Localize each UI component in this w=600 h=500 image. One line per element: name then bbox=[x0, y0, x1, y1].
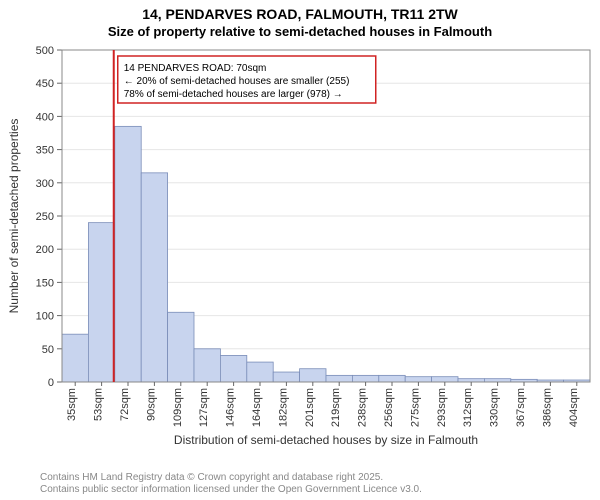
x-tick-label: 386sqm bbox=[541, 388, 553, 427]
x-tick-label: 109sqm bbox=[172, 388, 184, 427]
svg-text:300: 300 bbox=[36, 178, 54, 190]
x-tick-label: 90sqm bbox=[145, 388, 157, 421]
x-tick-label: 72sqm bbox=[119, 388, 131, 421]
x-tick-label: 238sqm bbox=[357, 388, 369, 427]
svg-text:0: 0 bbox=[48, 377, 54, 389]
x-tick-label: 219sqm bbox=[330, 388, 342, 427]
x-tick-label: 201sqm bbox=[304, 388, 316, 427]
chart-title-line2: Size of property relative to semi-detach… bbox=[0, 24, 600, 40]
attribution-footer: Contains HM Land Registry data © Crown c… bbox=[40, 472, 422, 496]
x-tick-label: 330sqm bbox=[489, 388, 501, 427]
svg-text:100: 100 bbox=[36, 311, 54, 323]
chart-title-block: 14, PENDARVES ROAD, FALMOUTH, TR11 2TW S… bbox=[0, 0, 600, 40]
x-tick-label: 146sqm bbox=[225, 388, 237, 427]
chart-container: 0 50 100 150 200 250 300 350 400 450 500 35sqm 53sqm… bbox=[0, 42, 600, 456]
callout-line: 14 PENDARVES ROAD: 70sqm bbox=[124, 63, 267, 74]
x-tick-label: 404sqm bbox=[568, 388, 580, 427]
x-tick-label: 312sqm bbox=[462, 388, 474, 427]
svg-text:450: 450 bbox=[36, 78, 54, 90]
chart-title-line1: 14, PENDARVES ROAD, FALMOUTH, TR11 2TW bbox=[0, 6, 600, 24]
chart-svg: 0 50 100 150 200 250 300 350 400 450 500 35sqm 53sqm… bbox=[0, 42, 600, 456]
svg-text:500: 500 bbox=[36, 45, 54, 57]
x-tick-label: 53sqm bbox=[93, 388, 105, 421]
svg-text:200: 200 bbox=[36, 244, 54, 256]
svg-text:350: 350 bbox=[36, 145, 54, 157]
x-tick-label: 35sqm bbox=[66, 388, 78, 421]
x-tick-label: 293sqm bbox=[436, 388, 448, 427]
x-tick-label: 275sqm bbox=[409, 388, 421, 427]
callout-line: 78% of semi-detached houses are larger (… bbox=[124, 89, 343, 100]
x-axis-label: Distribution of semi-detached houses by … bbox=[174, 433, 478, 447]
x-tick-label: 127sqm bbox=[198, 388, 210, 427]
x-tick-label: 256sqm bbox=[383, 388, 395, 427]
x-tick-label: 164sqm bbox=[251, 388, 263, 427]
svg-text:50: 50 bbox=[42, 344, 54, 356]
footer-line1: Contains HM Land Registry data © Crown c… bbox=[40, 472, 422, 484]
x-tick-label: 367sqm bbox=[515, 388, 527, 427]
footer-line2: Contains public sector information licen… bbox=[40, 484, 422, 496]
svg-text:400: 400 bbox=[36, 111, 54, 123]
y-axis-label: Number of semi-detached properties bbox=[7, 119, 21, 314]
svg-text:250: 250 bbox=[36, 211, 54, 223]
x-tick-label: 182sqm bbox=[277, 388, 289, 427]
callout-line: ← 20% of semi-detached houses are smalle… bbox=[124, 76, 350, 87]
svg-text:150: 150 bbox=[36, 277, 54, 289]
